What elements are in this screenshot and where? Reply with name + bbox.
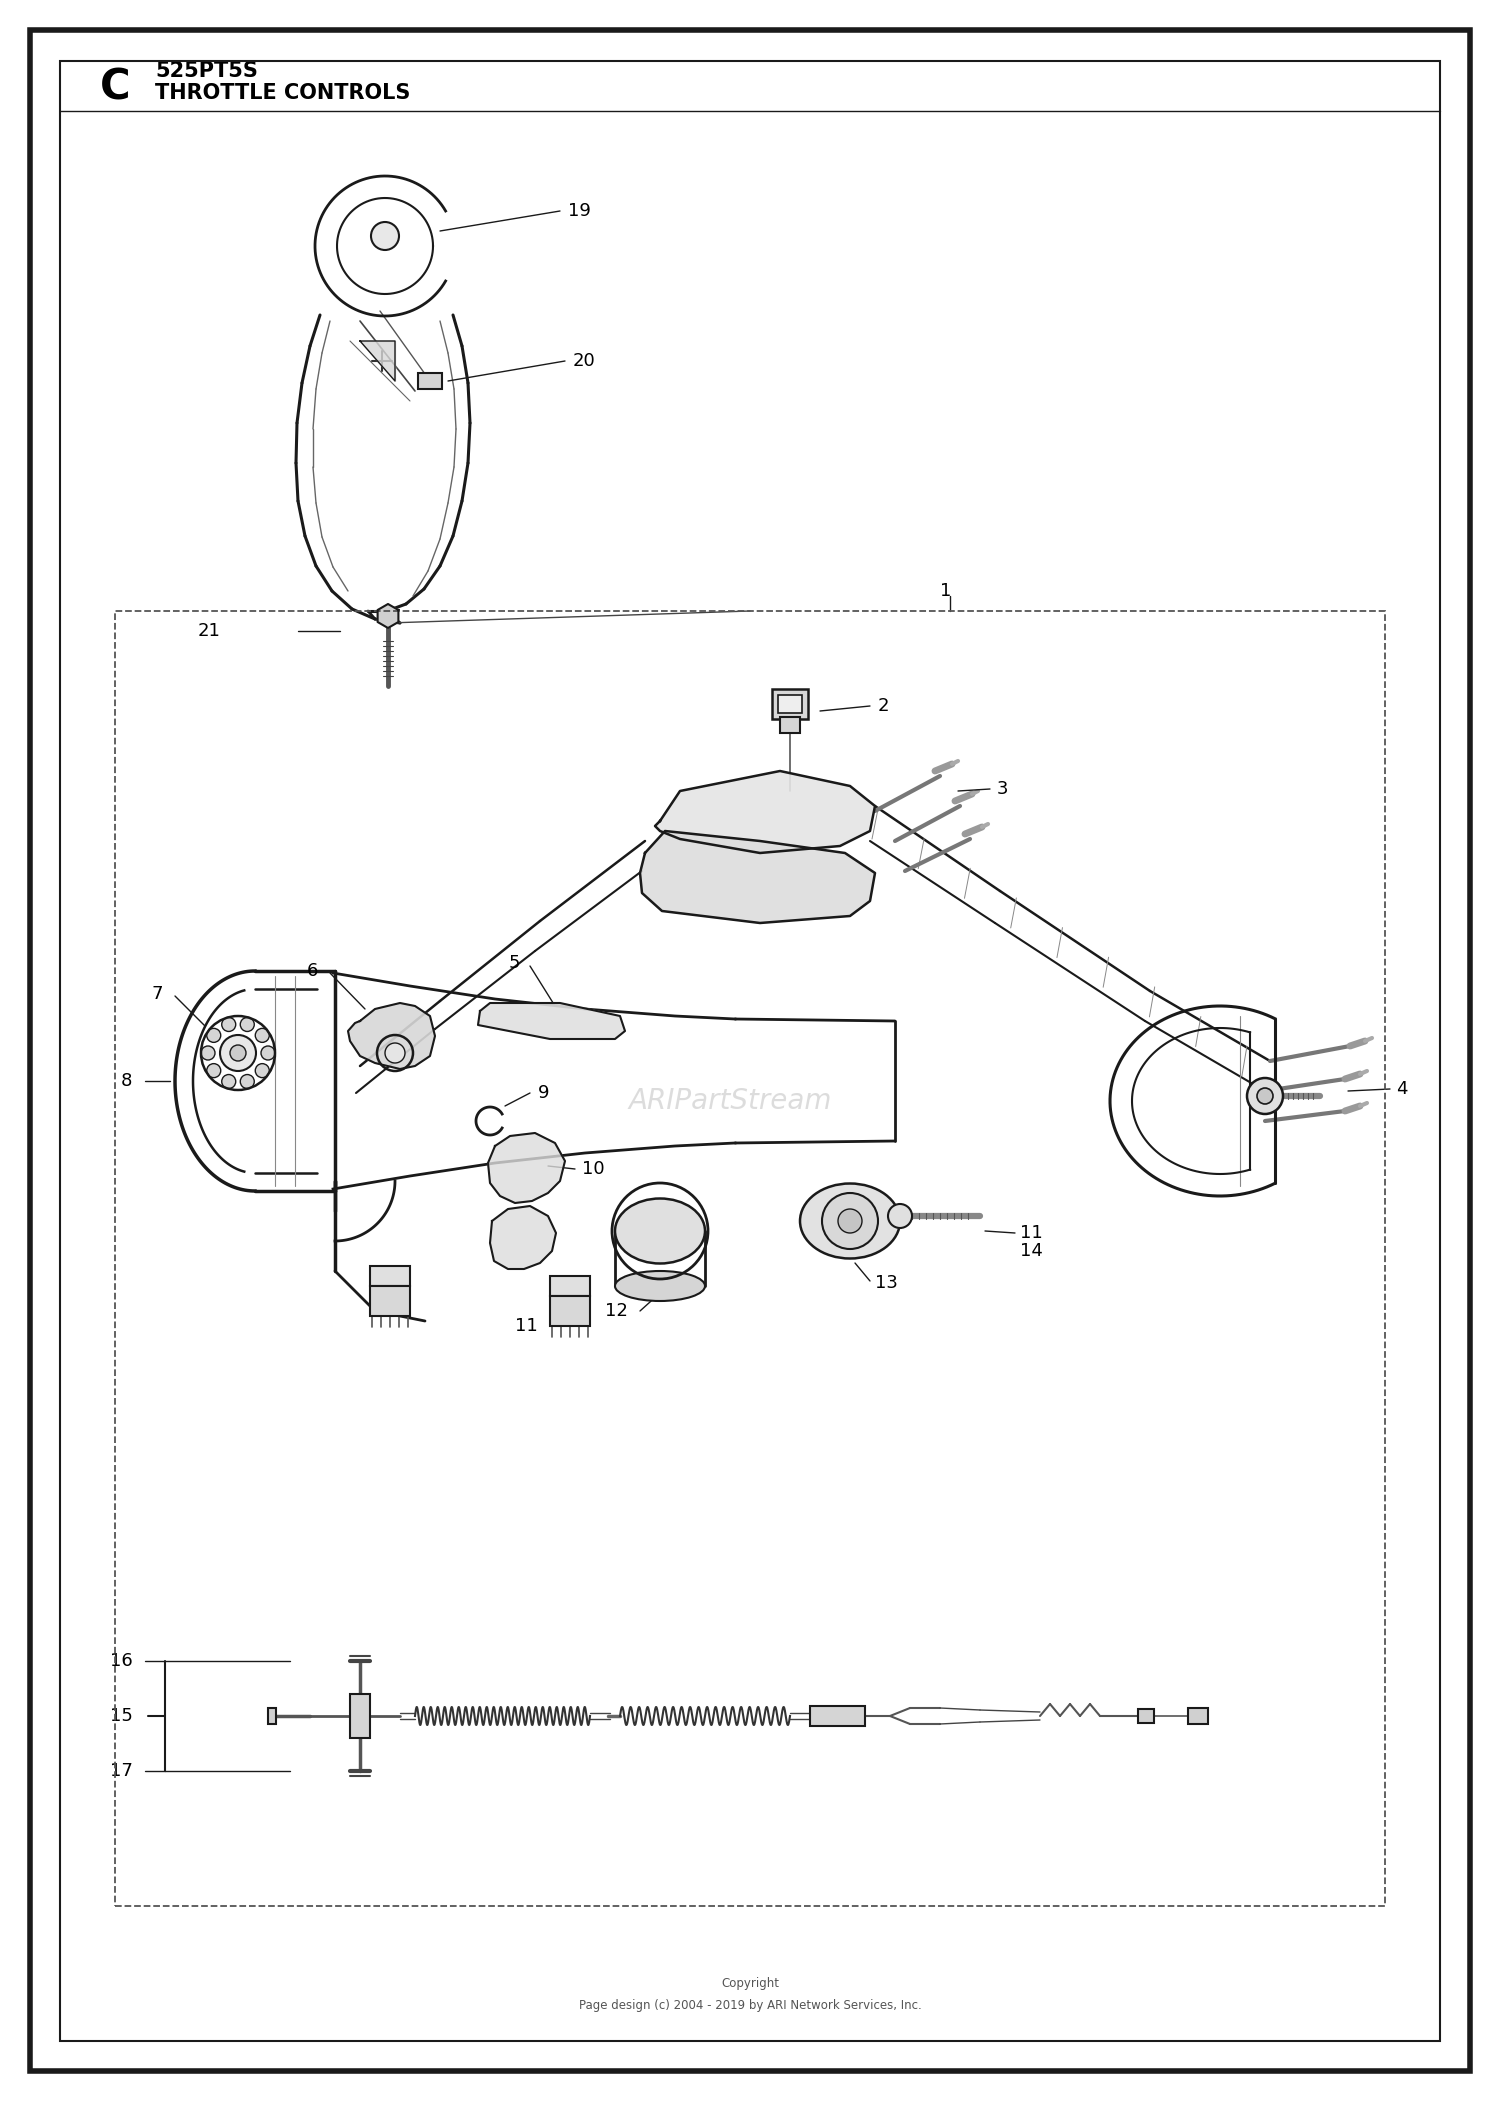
Circle shape: [255, 1063, 270, 1078]
Polygon shape: [348, 1002, 435, 1069]
Bar: [268, 1708, 276, 1725]
Text: 2: 2: [878, 698, 890, 714]
Circle shape: [370, 223, 399, 250]
Text: 4: 4: [1396, 1080, 1407, 1099]
Text: 525PT5S: 525PT5S: [154, 61, 258, 82]
Text: 7: 7: [152, 985, 164, 1002]
Bar: [1188, 1708, 1208, 1725]
Bar: [772, 689, 808, 719]
Ellipse shape: [800, 1183, 900, 1258]
Polygon shape: [490, 1206, 556, 1269]
Circle shape: [1257, 1088, 1274, 1103]
Bar: [370, 1286, 410, 1315]
Text: 14: 14: [1020, 1242, 1042, 1261]
Text: 8: 8: [120, 1072, 132, 1090]
Circle shape: [207, 1027, 220, 1042]
Polygon shape: [478, 1002, 626, 1040]
Text: 19: 19: [568, 202, 591, 221]
Text: 20: 20: [573, 353, 596, 370]
Circle shape: [261, 1046, 274, 1061]
Text: ARIPartStream: ARIPartStream: [628, 1086, 831, 1116]
Text: 21: 21: [198, 622, 220, 641]
Circle shape: [839, 1208, 862, 1233]
Bar: [780, 716, 800, 733]
Circle shape: [386, 1042, 405, 1063]
Text: Page design (c) 2004 - 2019 by ARI Network Services, Inc.: Page design (c) 2004 - 2019 by ARI Netwo…: [579, 2000, 921, 2013]
Text: 10: 10: [582, 1160, 604, 1179]
Text: 5: 5: [509, 954, 520, 973]
Circle shape: [207, 1063, 220, 1078]
Text: C: C: [100, 65, 130, 107]
Bar: [419, 374, 442, 389]
Bar: [550, 1275, 590, 1296]
Ellipse shape: [615, 1271, 705, 1301]
Text: 13: 13: [874, 1273, 898, 1292]
Circle shape: [222, 1017, 236, 1032]
Circle shape: [240, 1017, 255, 1032]
Circle shape: [220, 1036, 256, 1072]
Text: 9: 9: [538, 1084, 549, 1103]
Text: 6: 6: [306, 962, 318, 979]
Text: 11: 11: [1020, 1225, 1042, 1242]
Text: 1: 1: [940, 582, 951, 601]
Circle shape: [240, 1074, 255, 1088]
Bar: [350, 1693, 370, 1738]
Bar: [810, 1706, 865, 1727]
Circle shape: [888, 1204, 912, 1227]
Text: THROTTLE CONTROLS: THROTTLE CONTROLS: [154, 84, 411, 103]
Bar: [550, 1296, 590, 1326]
Circle shape: [1246, 1078, 1282, 1114]
Bar: [778, 695, 802, 712]
Text: 16: 16: [111, 1651, 134, 1670]
Polygon shape: [378, 603, 399, 628]
Bar: [1138, 1708, 1154, 1723]
Circle shape: [255, 1027, 270, 1042]
Text: 17: 17: [110, 1763, 134, 1780]
Bar: [116, 611, 1385, 1906]
Text: Copyright: Copyright: [722, 1977, 778, 1990]
Polygon shape: [640, 832, 874, 922]
Circle shape: [230, 1044, 246, 1061]
Polygon shape: [656, 771, 874, 853]
Text: 12: 12: [604, 1303, 628, 1319]
Text: 15: 15: [110, 1706, 134, 1725]
Text: 3: 3: [998, 779, 1008, 798]
Circle shape: [222, 1074, 236, 1088]
Polygon shape: [360, 340, 394, 380]
Circle shape: [201, 1046, 214, 1061]
Polygon shape: [488, 1132, 566, 1204]
Text: 11: 11: [516, 1317, 538, 1334]
Bar: [370, 1267, 410, 1286]
Ellipse shape: [615, 1198, 705, 1263]
Circle shape: [822, 1193, 878, 1248]
